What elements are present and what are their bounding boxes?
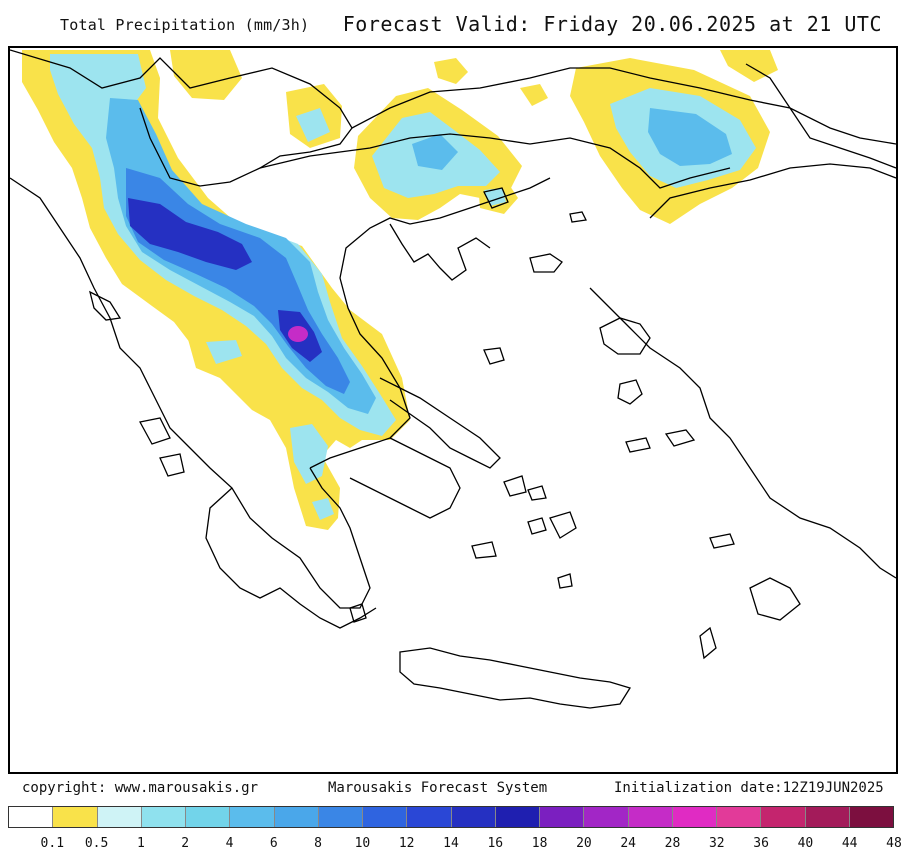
colorbar-swatch (495, 807, 540, 827)
coast-turkey-north (649, 163, 896, 219)
colorbar-label: 4 (225, 836, 234, 851)
colorbar-swatch (717, 807, 762, 827)
colorbar-swatch (628, 807, 673, 827)
colorbar-label: 2 (181, 836, 190, 851)
colorbar-label: 16 (487, 836, 504, 851)
precipitation-colorbar (8, 806, 894, 828)
colorbar-swatch (761, 807, 806, 827)
colorbar-label: 0.5 (84, 836, 109, 851)
precip-area-light-epirus (206, 340, 242, 364)
colorbar-swatch (805, 807, 850, 827)
map-canvas (10, 49, 896, 709)
island-naxos (549, 511, 577, 539)
copyright-text: copyright: www.marousakis.gr (22, 780, 259, 796)
precip-area-light-south (290, 424, 328, 484)
island-lemnos (529, 253, 563, 273)
colorbar-label: 44 (841, 836, 858, 851)
island-samothraki (569, 211, 587, 223)
colorbar-swatch (318, 807, 363, 827)
coast-mainland-west (10, 177, 371, 609)
island-samos (664, 429, 696, 447)
colorbar-label: 14 (443, 836, 459, 851)
border-north (10, 49, 353, 187)
colorbar-swatch (849, 807, 893, 827)
precip-area-light-north (296, 108, 330, 142)
precip-area-yellow-small1 (434, 58, 468, 84)
coast-black-sea (745, 63, 896, 169)
island-lesvos (599, 317, 651, 355)
colorbar-swatch (451, 807, 496, 827)
colorbar-swatch (9, 807, 54, 827)
island-chios (617, 379, 643, 405)
colorbar-label: 1 (136, 836, 145, 851)
island-corfu (89, 290, 122, 321)
precip-area-yellow-small2 (520, 84, 548, 106)
coast-attica (349, 437, 461, 519)
coastlines (10, 49, 896, 709)
colorbar-label: 28 (664, 836, 681, 851)
island-andros (503, 475, 527, 497)
colorbar-swatch (230, 807, 275, 827)
colorbar-label: 40 (797, 836, 814, 851)
colorbar-swatch (584, 807, 629, 827)
precip-max-magenta (288, 326, 308, 342)
island-crete (399, 647, 632, 709)
forecast-valid-time: Forecast Valid: Friday 20.06.2025 at 21 … (342, 12, 882, 36)
precip-area-deep-west (128, 198, 252, 270)
colorbar-swatch (141, 807, 186, 827)
initialization-date: Initialization date:12Z19JUN2025 (614, 780, 884, 796)
island-kos (709, 533, 735, 549)
island-skyros (483, 347, 505, 365)
island-paros (527, 517, 547, 535)
island-santorini (557, 573, 573, 589)
colorbar-swatch (274, 807, 319, 827)
colorbar-label: 10 (354, 836, 371, 851)
colorbar-swatch (97, 807, 142, 827)
island-thassos (483, 187, 509, 209)
island-kefalonia (139, 417, 171, 445)
coast-peloponnese (205, 487, 377, 629)
header: Total Precipitation (mm/3h) Forecast Val… (0, 0, 922, 48)
colorbar-label: 48 (886, 836, 902, 851)
colorbar-label: 20 (576, 836, 592, 851)
colorbar-swatch (540, 807, 585, 827)
island-tinos (527, 485, 547, 501)
colorbar-label: 12 (398, 836, 415, 851)
colorbar-label: 18 (531, 836, 548, 851)
precip-area-yellow-north1 (170, 50, 242, 100)
coast-evia (379, 377, 501, 469)
island-milos (471, 541, 497, 559)
precipitation-map (8, 46, 898, 774)
border-greece-north (259, 133, 731, 189)
colorbar-swatch (186, 807, 231, 827)
coast-turkey-west (589, 287, 896, 579)
colorbar-swatch (363, 807, 408, 827)
colorbar-labels: 0.1 0.5 1 2 4 6 8 10 12 14 16 18 20 24 28 32 36 40 44 48 (8, 836, 902, 854)
system-name: Marousakis Forecast System (328, 780, 548, 796)
island-rhodes (749, 577, 801, 621)
island-ikaria (625, 437, 651, 453)
island-kythira (349, 603, 367, 623)
colorbar-label: 8 (314, 836, 323, 851)
colorbar-label: 36 (753, 836, 769, 851)
precip-area-light-south2 (312, 498, 334, 520)
colorbar-label: 6 (269, 836, 278, 851)
coast-chalkidiki (389, 223, 491, 281)
precip-area-mid-chalkidiki (412, 134, 458, 170)
border-northeast (351, 67, 896, 145)
island-karpathos (699, 626, 717, 660)
colorbar-swatch (672, 807, 717, 827)
colorbar-swatch (407, 807, 452, 827)
colorbar-label: 32 (708, 836, 725, 851)
colorbar-label: 0.1 (40, 836, 65, 851)
colorbar-label: 24 (620, 836, 637, 851)
colorbar-swatch (53, 807, 98, 827)
precip-area-mid-ne (648, 108, 732, 166)
chart-title: Total Precipitation (mm/3h) (60, 16, 310, 34)
island-zakynthos (159, 453, 185, 477)
